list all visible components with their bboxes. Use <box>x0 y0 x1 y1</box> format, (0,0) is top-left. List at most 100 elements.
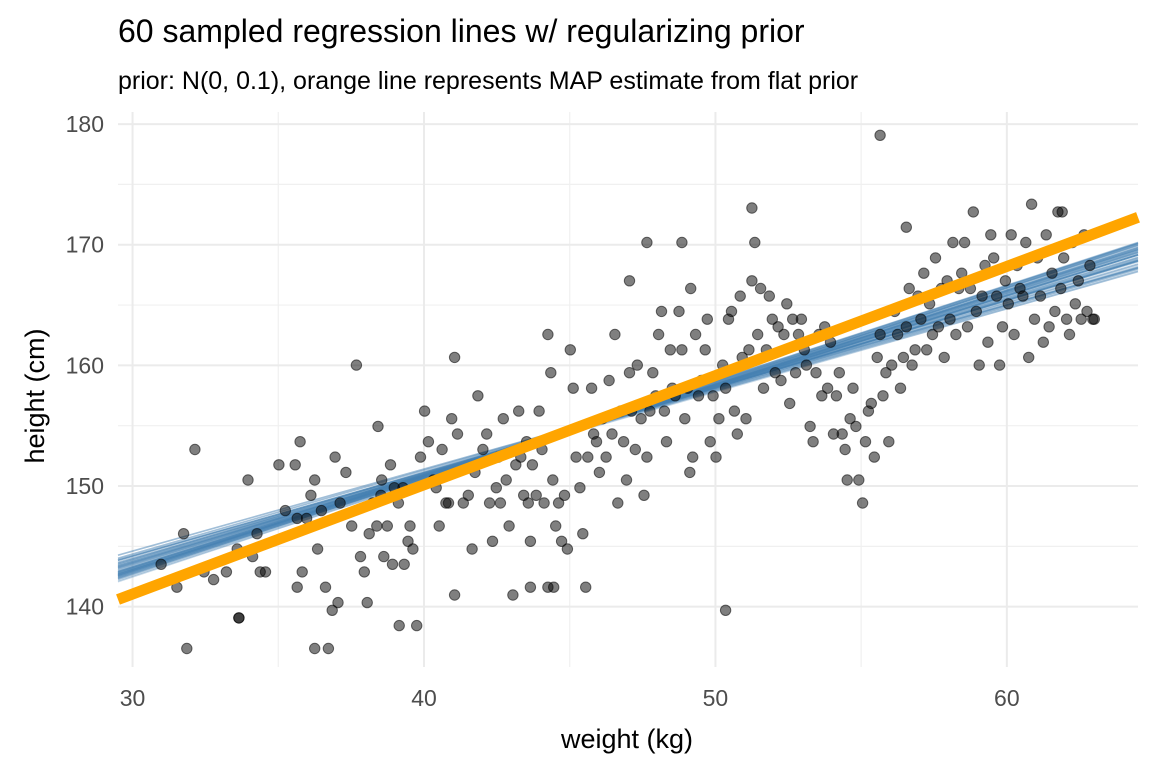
data-point <box>372 420 384 433</box>
map-estimate-line <box>116 212 1140 605</box>
data-point <box>833 367 845 379</box>
data-point <box>1043 321 1055 333</box>
data-point <box>422 436 435 448</box>
data-point <box>404 520 416 532</box>
data-point <box>305 489 317 501</box>
x-tick-label: 30 <box>120 685 146 711</box>
data-point <box>530 489 542 501</box>
data-point <box>609 328 621 341</box>
data-point <box>207 573 220 586</box>
data-point <box>418 405 431 417</box>
data-point <box>606 428 618 440</box>
data-point <box>448 351 461 364</box>
data-point <box>503 520 515 532</box>
data-point <box>1056 206 1068 218</box>
data-point <box>346 520 358 532</box>
data-point <box>550 520 562 532</box>
y-tick-label: 140 <box>66 594 104 620</box>
data-point <box>676 344 688 356</box>
data-point <box>181 642 193 655</box>
data-point <box>918 267 930 279</box>
data-point <box>689 328 702 341</box>
data-point <box>810 367 822 379</box>
data-point <box>623 275 636 287</box>
data-point <box>1060 313 1073 325</box>
data-point <box>641 451 653 463</box>
data-point <box>874 129 886 142</box>
data-point <box>1058 252 1070 264</box>
data-point <box>593 466 606 479</box>
data-point <box>664 344 676 356</box>
data-point <box>1072 275 1085 287</box>
data-point <box>967 206 979 218</box>
data-point <box>620 474 633 486</box>
data-point <box>652 328 665 341</box>
data-point <box>641 236 653 249</box>
data-point <box>900 321 912 333</box>
data-point <box>877 390 889 402</box>
data-point <box>494 497 507 509</box>
data-point <box>976 290 988 302</box>
data-point <box>704 436 716 448</box>
data-point <box>483 497 496 509</box>
data-point <box>713 413 725 425</box>
data-point <box>334 497 346 509</box>
x-tick-label: 50 <box>703 685 729 711</box>
data-point <box>442 497 455 509</box>
data-point <box>600 451 612 463</box>
data-point <box>769 367 781 379</box>
data-point <box>871 351 883 364</box>
data-point <box>685 282 697 295</box>
data-point <box>958 236 971 249</box>
data-point <box>259 566 272 578</box>
data-point <box>687 451 699 463</box>
data-point <box>332 596 344 609</box>
y-tick-label: 180 <box>66 111 104 137</box>
data-point <box>329 451 341 463</box>
x-tick-label: 40 <box>411 685 437 711</box>
data-point <box>853 474 865 486</box>
data-point <box>574 482 586 494</box>
data-point <box>291 581 303 593</box>
data-point <box>631 359 643 371</box>
data-point <box>1063 328 1076 341</box>
data-point <box>883 436 895 448</box>
y-tick-label: 160 <box>66 352 104 378</box>
data-point <box>481 428 493 440</box>
x-axis-label: weight (kg) <box>560 724 693 754</box>
data-point <box>381 520 393 532</box>
data-point <box>326 604 338 616</box>
data-point <box>710 451 722 463</box>
data-point <box>807 436 819 448</box>
data-point <box>273 459 285 471</box>
data-point <box>350 359 363 371</box>
data-point <box>590 436 603 448</box>
x-axis-ticks: 30 40 50 60 <box>120 685 1020 711</box>
data-point <box>623 367 636 379</box>
data-point <box>279 504 291 517</box>
data-point <box>612 497 624 509</box>
data-point <box>1002 298 1014 310</box>
data-point <box>354 550 367 563</box>
data-point <box>580 581 592 593</box>
data-point <box>1017 290 1029 302</box>
data-point <box>839 443 851 456</box>
data-point <box>477 443 489 456</box>
data-point <box>635 413 647 425</box>
data-point <box>970 305 982 318</box>
data-point <box>289 459 301 471</box>
data-point <box>985 229 997 241</box>
data-point <box>340 466 352 479</box>
data-point <box>692 390 705 402</box>
data-point <box>982 336 994 348</box>
data-point <box>676 236 688 249</box>
data-point <box>926 328 939 341</box>
data-point <box>490 482 502 494</box>
data-point <box>233 612 245 624</box>
data-point <box>778 328 790 341</box>
data-point <box>841 474 853 486</box>
data-point <box>731 428 743 440</box>
data-point <box>903 282 915 295</box>
data-point <box>728 405 741 417</box>
data-point <box>993 359 1006 371</box>
